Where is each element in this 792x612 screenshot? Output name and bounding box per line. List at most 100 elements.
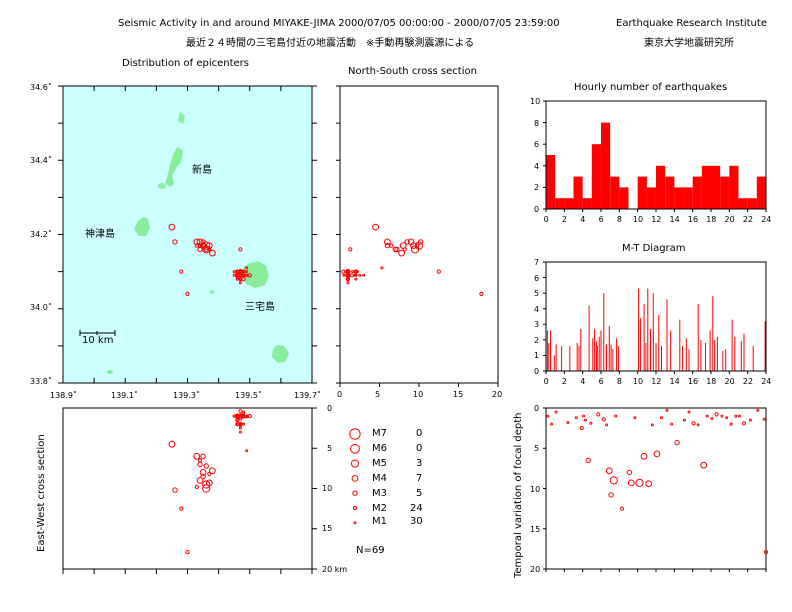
lat-tick: 34.0˚ xyxy=(30,303,52,312)
legend-total: N=69 xyxy=(356,545,385,556)
depth-time-marker xyxy=(585,457,591,463)
depth-time-marker xyxy=(582,414,586,418)
mt-y-tick-label: 5 xyxy=(534,289,540,299)
hist-bar xyxy=(720,176,730,209)
hist-x-tick-label: 20 xyxy=(724,215,735,224)
mt-x-tick-label: 24 xyxy=(761,377,772,386)
ns-hypocenter-marker xyxy=(410,242,417,250)
ew-hypocenter-marker xyxy=(197,461,203,468)
mt-x-tick-label: 14 xyxy=(669,377,680,386)
label-miyakejima: 三宅島 xyxy=(245,302,275,313)
legend-label: M5 xyxy=(372,458,387,469)
ew-hypocenter-marker xyxy=(197,458,203,463)
scale-bar-label: 10 km xyxy=(82,335,114,346)
ew-cross-section xyxy=(62,407,317,574)
lat-tick: 34.6˚ xyxy=(30,83,52,92)
legend-symbol xyxy=(349,428,361,440)
ns-hypocenter-marker xyxy=(341,269,346,274)
ew-hypocenter-marker xyxy=(232,414,236,418)
scale-bar xyxy=(79,330,116,336)
depth-time-marker xyxy=(605,423,608,427)
mt-x-tick-label: 12 xyxy=(651,377,662,386)
island-shikinejima xyxy=(158,183,166,189)
ns-hypocenter-marker xyxy=(389,243,394,248)
epicenter-map xyxy=(58,85,317,384)
epicenter-marker xyxy=(232,270,236,274)
hist-bar xyxy=(619,187,629,209)
ns-hypocenter-marker xyxy=(479,291,484,296)
ns-quakes xyxy=(341,223,484,296)
lat-tick: 33.8˚ xyxy=(30,377,52,386)
ns-ticks xyxy=(336,85,499,387)
ns-hypocenter-marker xyxy=(351,270,355,274)
dt-y-tick-label: 20 xyxy=(530,565,541,574)
hist-x-tick-label: 14 xyxy=(669,215,680,224)
ew-hypocenter-marker xyxy=(235,414,240,419)
dt-ylabel: Temporal variation of focal depth xyxy=(513,412,524,578)
ew-hypocenter-marker xyxy=(202,480,211,489)
epicenter-marker xyxy=(238,247,243,252)
mt-x-tick-label: 2 xyxy=(561,377,568,386)
ew-hypocenter-marker xyxy=(203,463,209,469)
ns-hypocenter-marker xyxy=(342,273,346,277)
depth-time-marker xyxy=(705,414,709,418)
epicenter-marker xyxy=(235,270,239,274)
ew-hypocenter-marker xyxy=(242,422,245,426)
epicenter-marker xyxy=(168,223,176,231)
epicenter-marker xyxy=(238,273,242,277)
ns-hypocenter-marker xyxy=(402,247,407,252)
mt-x-tick-label: 0 xyxy=(543,377,549,386)
epicenter-marker xyxy=(242,270,245,274)
legend-symbol xyxy=(350,459,360,468)
mt-x-tick-label: 22 xyxy=(742,377,754,386)
ew-section-label: East-West cross section xyxy=(36,434,47,552)
ns-depth-tick: 10 xyxy=(413,390,424,399)
hist-x-tick-label: 0 xyxy=(543,215,549,224)
mt-ticks xyxy=(543,261,767,374)
legend-count: 30 xyxy=(410,516,423,527)
depth-time-marker xyxy=(748,418,752,422)
depth-time-marker xyxy=(626,469,633,476)
mt-x-tick-label: 20 xyxy=(724,377,735,386)
mt-y-tick-label: 7 xyxy=(534,258,540,267)
depth-time-marker xyxy=(682,418,686,422)
epicenter-marker xyxy=(200,242,206,249)
ew-hypocenter-marker xyxy=(209,467,216,475)
legend-symbol xyxy=(350,443,360,454)
hist-x-tick-label: 4 xyxy=(580,215,586,224)
legend-label: M2 xyxy=(372,503,387,514)
ew-depth-tick: 0 xyxy=(327,404,333,413)
epicenter-marker xyxy=(245,273,249,277)
depth-time-marker xyxy=(650,423,654,427)
depth-time-marker xyxy=(763,550,769,555)
hist-x-tick-label: 10 xyxy=(632,215,644,224)
label-niijima: 新島 xyxy=(192,165,212,176)
ns-hypocenter-marker xyxy=(353,273,357,277)
ns-hypocenter-marker xyxy=(362,273,366,277)
ns-hypocenter-marker xyxy=(380,266,384,270)
ns-hypocenter-marker xyxy=(353,269,358,274)
legend-count: 0 xyxy=(416,443,423,454)
legend-count: 5 xyxy=(416,488,423,499)
island-miyakejima xyxy=(242,261,269,288)
epicenter-marker xyxy=(179,269,184,274)
ew-hypocenter-marker xyxy=(207,471,212,477)
ew-hypocenter-marker xyxy=(199,469,207,476)
ns-hypocenter-marker xyxy=(372,223,380,231)
hist-bar xyxy=(756,176,766,209)
hist-bar xyxy=(692,176,702,209)
hist-bar xyxy=(564,198,574,209)
ns-hypocenter-marker xyxy=(392,246,398,253)
ew-hypocenter-marker xyxy=(202,484,211,493)
epicenter-marker xyxy=(207,247,212,252)
depth-time-marker xyxy=(640,452,648,460)
mt-x-tick-label: 8 xyxy=(616,377,623,386)
hist-x-tick-label: 12 xyxy=(651,215,662,224)
island-zenisu xyxy=(107,370,113,374)
epicenter-marker xyxy=(194,243,199,248)
epicenter-marker xyxy=(238,281,242,285)
ew-hypocenter-marker xyxy=(194,484,199,489)
depth-time-marker xyxy=(734,414,738,418)
mt-y-tick-label: 6 xyxy=(534,273,540,283)
depth-time-marker xyxy=(579,426,584,431)
